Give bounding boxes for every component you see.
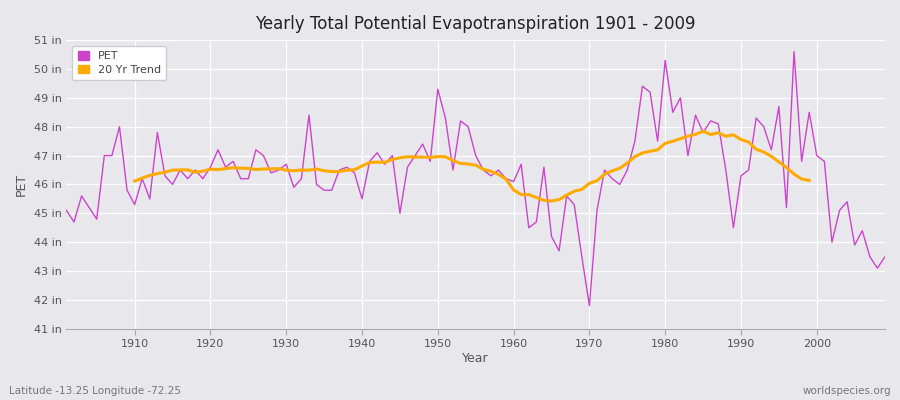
Title: Yearly Total Potential Evapotranspiration 1901 - 2009: Yearly Total Potential Evapotranspiratio… <box>256 15 696 33</box>
PET <box>122 188 132 193</box>
20 Yr Trend <box>130 179 140 184</box>
PET <box>508 179 519 184</box>
20 Yr Trend <box>706 132 716 137</box>
PET <box>607 176 617 181</box>
Legend: PET, 20 Yr Trend: PET, 20 Yr Trend <box>72 46 166 80</box>
20 Yr Trend <box>334 169 345 174</box>
20 Yr Trend <box>546 199 557 204</box>
20 Yr Trend <box>804 178 814 183</box>
Line: 20 Yr Trend: 20 Yr Trend <box>135 131 809 201</box>
20 Yr Trend <box>788 172 799 176</box>
Text: worldspecies.org: worldspecies.org <box>803 386 891 396</box>
PET <box>288 185 299 190</box>
PET <box>500 176 511 181</box>
X-axis label: Year: Year <box>463 352 489 365</box>
Y-axis label: PET: PET <box>15 173 28 196</box>
20 Yr Trend <box>220 166 231 171</box>
PET <box>879 254 890 259</box>
PET <box>61 208 72 213</box>
PET <box>334 168 345 172</box>
20 Yr Trend <box>607 168 617 173</box>
Line: PET: PET <box>67 52 885 306</box>
20 Yr Trend <box>720 134 731 139</box>
Text: Latitude -13.25 Longitude -72.25: Latitude -13.25 Longitude -72.25 <box>9 386 181 396</box>
PET <box>788 49 799 54</box>
PET <box>584 303 595 308</box>
20 Yr Trend <box>698 129 708 134</box>
